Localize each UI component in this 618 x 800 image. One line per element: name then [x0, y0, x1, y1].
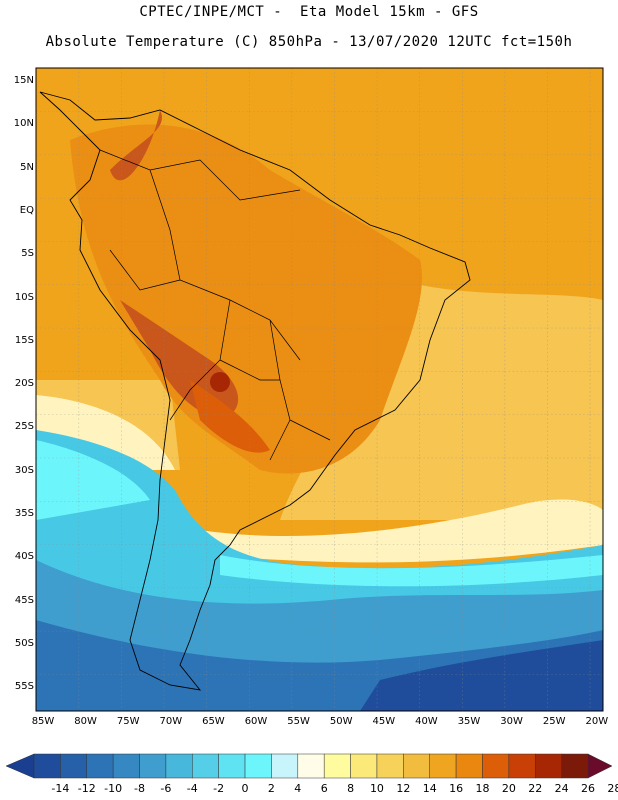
colorbar-swatch	[376, 753, 404, 779]
colorbar-label: 2	[267, 782, 275, 795]
lon-label: 65W	[202, 716, 225, 727]
lat-label: 20S	[14, 378, 34, 390]
colorbar-label: 4	[294, 782, 302, 795]
colorbar-swatch	[60, 753, 88, 779]
colorbar-swatch	[165, 753, 193, 779]
lat-label: 15S	[14, 334, 34, 346]
colorbar-label: 18	[475, 782, 490, 795]
lat-label: 15N	[13, 75, 34, 86]
lon-label: 40W	[415, 716, 438, 727]
colorbar-swatch	[33, 753, 61, 779]
colorbar-label: 28	[607, 782, 618, 795]
colorbar-swatch	[403, 753, 430, 779]
colorbar-label: -4	[186, 782, 198, 795]
lat-label: 25S	[14, 421, 34, 433]
lat-label: 30S	[14, 464, 34, 476]
lat-label: 50S	[14, 637, 34, 649]
colorbar-swatch	[429, 753, 457, 779]
colorbar-swatch	[86, 753, 114, 779]
colorbar-swatch	[534, 753, 562, 779]
lon-label: 35W	[457, 716, 481, 727]
lat-label: 10S	[14, 291, 34, 303]
colorbar-label: -14	[51, 782, 70, 795]
colorbar-swatch	[271, 753, 299, 779]
temperature-field	[36, 68, 603, 711]
temperature-map	[35, 67, 604, 712]
colorbar-label: 10	[369, 782, 384, 795]
colorbar-swatch	[297, 753, 325, 779]
colorbar-label: 24	[554, 782, 569, 795]
lat-label: 5N	[20, 161, 34, 173]
lon-label: 75W	[116, 716, 140, 727]
lon-label: 70W	[159, 716, 183, 727]
colorbar-label: 12	[396, 782, 411, 795]
colorbar-label: 20	[501, 782, 516, 795]
colorbar-label: -8	[134, 782, 145, 795]
colorbar	[5, 753, 613, 779]
colorbar-label: 6	[320, 782, 328, 795]
lon-label: 30W	[500, 716, 523, 727]
lon-label: 60W	[244, 716, 268, 727]
colorbar-swatch	[112, 753, 140, 779]
colorbar-swatch	[139, 753, 167, 779]
colorbar-label: -2	[213, 782, 225, 795]
colorbar-label: 0	[241, 782, 249, 795]
lat-label: 5S	[21, 248, 34, 260]
colorbar-swatch	[323, 753, 351, 779]
borders	[99, 149, 331, 461]
lat-label: 55S	[14, 681, 34, 693]
colorbar-swatch	[244, 753, 272, 779]
lat-label: EQ	[19, 204, 34, 216]
lat-label: 35S	[14, 508, 34, 519]
colorbar-label: 16	[449, 782, 464, 795]
colorbar-swatch	[561, 753, 589, 779]
colorbar-min-arrow	[5, 753, 35, 779]
title-line-2: Absolute Temperature (C) 850hPa - 13/07/…	[45, 34, 573, 50]
lon-label: 85W	[31, 716, 55, 727]
colorbar-swatch	[218, 753, 246, 779]
lat-label: 45S	[14, 594, 34, 606]
colorbar-label: -6	[160, 782, 172, 795]
colorbar-label: 22	[528, 782, 543, 795]
colorbar-label: 14	[422, 782, 437, 795]
colorbar-label: 8	[347, 782, 355, 795]
lat-label: 40S	[14, 551, 34, 563]
colorbar-swatch	[350, 753, 378, 779]
lon-label: 80W	[74, 716, 97, 727]
colorbar-swatch	[508, 753, 536, 779]
lon-label: 20W	[585, 716, 609, 727]
colorbar-swatch	[455, 753, 483, 779]
colorbar-label: -12	[77, 782, 96, 795]
map-frame	[35, 67, 604, 712]
lat-label: 10N	[13, 118, 34, 130]
lon-label: 50W	[329, 716, 353, 727]
lon-label: 55W	[287, 716, 310, 727]
colorbar-label: -10	[104, 782, 123, 795]
colorbar-swatch	[482, 753, 510, 779]
title-line-1: CPTEC/INPE/MCT - Eta Model 15km - GFS	[139, 4, 479, 20]
colorbar-swatch	[192, 753, 219, 779]
lon-label: 25W	[542, 716, 566, 727]
lon-label: 45W	[372, 716, 396, 727]
colorbar-max-arrow	[587, 753, 613, 779]
colorbar-label: 26	[581, 782, 595, 795]
coastline	[39, 91, 471, 691]
